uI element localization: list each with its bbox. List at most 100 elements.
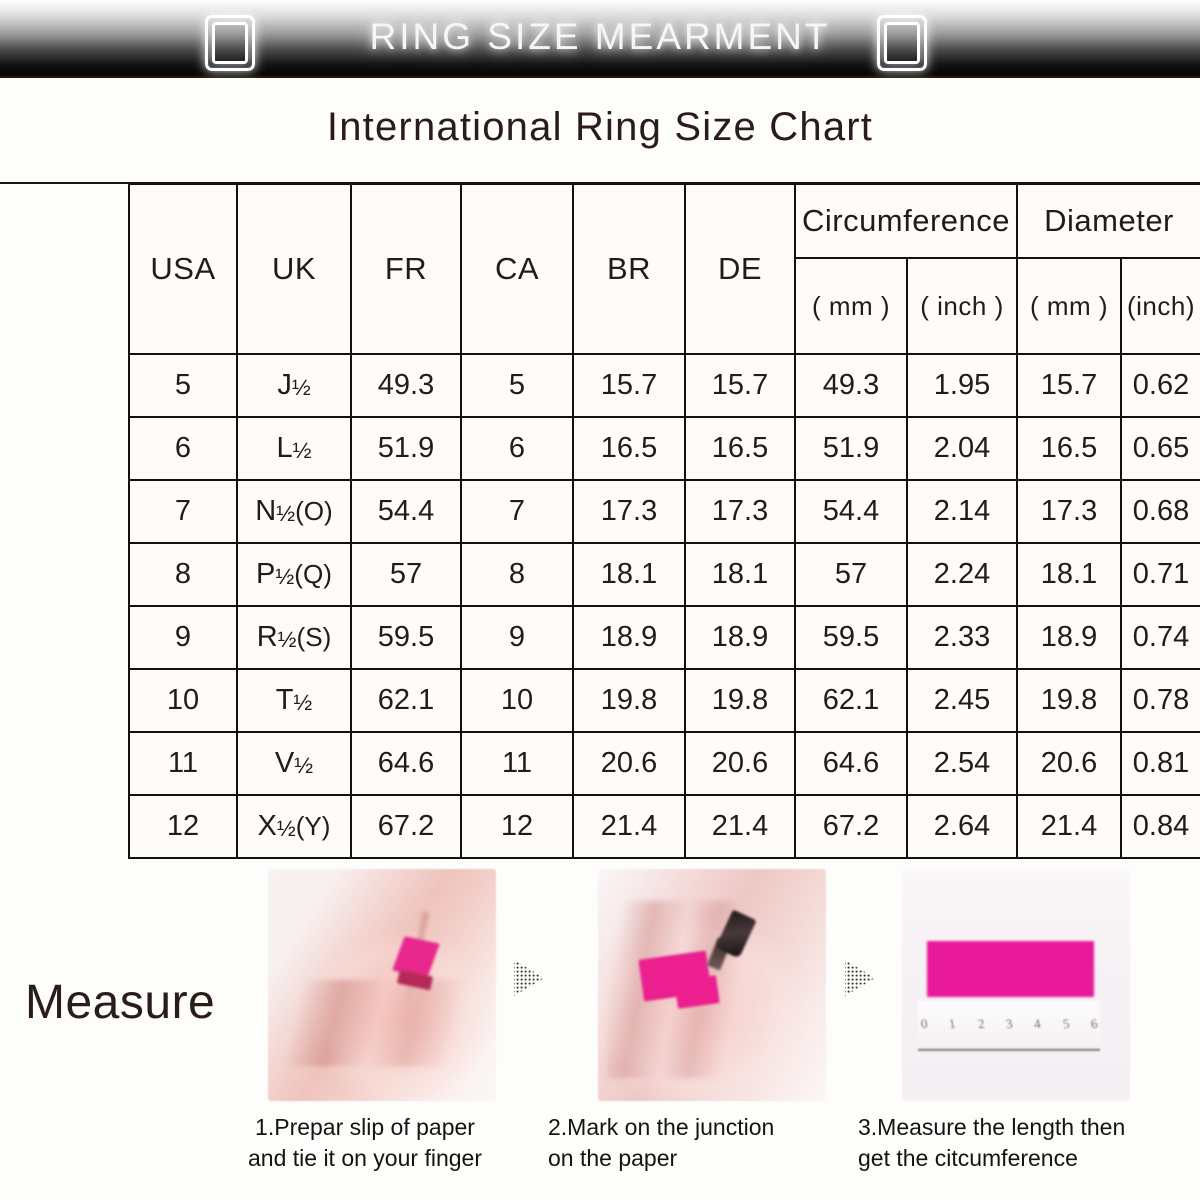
ruler-tick: 4 bbox=[1032, 1016, 1042, 1032]
cell-usa: 12 bbox=[128, 794, 238, 859]
cell-diameter-mm: 15.7 bbox=[1016, 353, 1122, 418]
cell-fr: 54.4 bbox=[350, 479, 462, 544]
cell-ca: 5 bbox=[460, 353, 574, 418]
cell-circumference-mm: 49.3 bbox=[794, 353, 908, 418]
table-row: 8 P½(Q) 57 8 18.1 18.1 57 2.24 18.1 0.71 bbox=[128, 542, 1200, 607]
banner-title: RING SIZE MEARMENT bbox=[369, 16, 831, 57]
cell-usa: 8 bbox=[128, 542, 238, 607]
cell-usa: 7 bbox=[128, 479, 238, 544]
cell-uk: X½(Y) bbox=[236, 794, 352, 859]
measure-step-3-caption: 3.Measure the length then get the citcum… bbox=[858, 1114, 1126, 1171]
cell-de: 18.1 bbox=[684, 542, 796, 607]
cell-diameter-inch: 0.68 bbox=[1119, 479, 1200, 544]
table-row: 9 R½(S) 59.5 9 18.9 18.9 59.5 2.33 18.9 0.74 bbox=[128, 605, 1200, 670]
paper-strip-on-ruler-photo: 0 1 2 3 4 5 6 bbox=[902, 869, 1130, 1101]
cell-diameter-inch: 0.65 bbox=[1119, 416, 1200, 481]
cell-circumference-inch: 2.45 bbox=[906, 668, 1018, 733]
cell-uk: T½ bbox=[236, 668, 352, 733]
cell-diameter-mm: 16.5 bbox=[1016, 416, 1122, 481]
cell-br: 19.8 bbox=[572, 668, 686, 733]
cell-circumference-mm: 51.9 bbox=[794, 416, 908, 481]
cell-ca: 8 bbox=[460, 542, 574, 607]
cell-de: 16.5 bbox=[684, 416, 796, 481]
cell-diameter-inch: 0.84 bbox=[1119, 794, 1200, 859]
cell-uk: P½(Q) bbox=[236, 542, 352, 607]
cell-fr: 67.2 bbox=[350, 794, 462, 859]
table-row: 12 X½(Y) 67.2 12 21.4 21.4 67.2 2.64 21.4 0.84 bbox=[128, 794, 1200, 859]
ring-size-table: USA UK FR CA BR DE Circumference Diamete… bbox=[128, 183, 1200, 859]
cell-usa: 9 bbox=[128, 605, 238, 670]
cell-circumference-mm: 54.4 bbox=[794, 479, 908, 544]
table-header-row-sub: ( mm ) ( inch ) ( mm ) (inch) bbox=[129, 257, 1200, 355]
measure-step-2-caption: 2.Mark on the junction on the paper bbox=[548, 1114, 775, 1171]
cell-circumference-inch: 2.64 bbox=[906, 794, 1018, 859]
cell-de: 20.6 bbox=[684, 731, 796, 796]
cell-de: 15.7 bbox=[684, 353, 796, 418]
cell-br: 17.3 bbox=[572, 479, 686, 544]
cell-diameter-inch: 0.62 bbox=[1119, 353, 1200, 418]
cell-circumference-inch: 2.14 bbox=[906, 479, 1018, 544]
cell-uk: N½(O) bbox=[236, 479, 352, 544]
cell-circumference-inch: 1.95 bbox=[906, 353, 1018, 418]
cell-br: 18.1 bbox=[572, 542, 686, 607]
measure-step-3: 0 1 2 3 4 5 6 bbox=[902, 869, 1130, 1101]
column-header-diameter: Diameter bbox=[1015, 183, 1200, 259]
cell-fr: 64.6 bbox=[350, 731, 462, 796]
column-header-br: BR bbox=[572, 183, 686, 355]
cell-circumference-mm: 67.2 bbox=[794, 794, 908, 859]
cell-diameter-mm: 21.4 bbox=[1016, 794, 1122, 859]
cell-diameter-mm: 19.8 bbox=[1016, 668, 1122, 733]
column-subheader-circumference-mm: ( mm ) bbox=[794, 257, 908, 355]
column-subheader-diameter-inch: (inch) bbox=[1119, 257, 1200, 355]
cell-diameter-mm: 17.3 bbox=[1016, 479, 1122, 544]
cell-diameter-inch: 0.71 bbox=[1119, 542, 1200, 607]
cell-fr: 49.3 bbox=[350, 353, 462, 418]
table-row: 6 L½ 51.9 6 16.5 16.5 51.9 2.04 16.5 0.65 bbox=[128, 416, 1200, 481]
cell-diameter-mm: 18.9 bbox=[1016, 605, 1122, 670]
cell-de: 21.4 bbox=[684, 794, 796, 859]
ruler-tick: 6 bbox=[1089, 1016, 1099, 1032]
cell-uk: L½ bbox=[236, 416, 352, 481]
table-header: USA UK FR CA BR DE Circumference Diamete… bbox=[128, 183, 1200, 355]
finger-with-paper-strip-photo bbox=[268, 869, 496, 1101]
table-row: 10 T½ 62.1 10 19.8 19.8 62.1 2.45 19.8 0.78 bbox=[128, 668, 1200, 733]
cell-usa: 5 bbox=[128, 353, 238, 418]
ruler-tick: 1 bbox=[948, 1016, 957, 1032]
cell-fr: 62.1 bbox=[350, 668, 462, 733]
cell-diameter-mm: 20.6 bbox=[1016, 731, 1122, 796]
cell-de: 19.8 bbox=[684, 668, 796, 733]
cell-ca: 10 bbox=[460, 668, 574, 733]
marking-paper-with-pen-photo bbox=[598, 869, 826, 1101]
cell-usa: 10 bbox=[128, 668, 238, 733]
halftone-right-arrow-icon bbox=[843, 958, 877, 998]
cell-circumference-inch: 2.04 bbox=[906, 416, 1018, 481]
cell-uk: R½(S) bbox=[236, 605, 352, 670]
cell-circumference-mm: 59.5 bbox=[794, 605, 908, 670]
cell-ca: 7 bbox=[460, 479, 574, 544]
ruler-tick: 2 bbox=[976, 1016, 986, 1032]
cell-usa: 6 bbox=[128, 416, 238, 481]
cell-circumference-inch: 2.24 bbox=[906, 542, 1018, 607]
cell-fr: 51.9 bbox=[350, 416, 462, 481]
table-row: 11 V½ 64.6 11 20.6 20.6 64.6 2.54 20.6 0.81 bbox=[128, 731, 1200, 796]
cell-br: 15.7 bbox=[572, 353, 686, 418]
measure-step-2 bbox=[598, 869, 826, 1101]
ruler-tick: 3 bbox=[1004, 1016, 1014, 1032]
cell-br: 18.9 bbox=[572, 605, 686, 670]
table-body: 5 J½ 49.3 5 15.7 15.7 49.3 1.95 15.7 0.62 6 L½ 51.9 6… bbox=[128, 353, 1200, 859]
header-banner: RING SIZE MEARMENT bbox=[0, 0, 1200, 78]
measure-section-label: Measure bbox=[25, 976, 216, 1029]
column-header-usa: USA bbox=[128, 183, 238, 355]
cell-usa: 11 bbox=[128, 731, 238, 796]
table-row: 7 N½(O) 54.4 7 17.3 17.3 54.4 2.14 17.3 0.68 bbox=[128, 479, 1200, 544]
frame-icon bbox=[877, 15, 927, 71]
cell-circumference-mm: 64.6 bbox=[794, 731, 908, 796]
column-header-uk: UK bbox=[236, 183, 352, 355]
cell-fr: 59.5 bbox=[350, 605, 462, 670]
cell-diameter-inch: 0.78 bbox=[1119, 668, 1200, 733]
column-subheader-diameter-mm: ( mm ) bbox=[1016, 257, 1122, 355]
cell-br: 20.6 bbox=[572, 731, 686, 796]
cell-ca: 12 bbox=[460, 794, 574, 859]
cell-ca: 9 bbox=[460, 605, 574, 670]
cell-uk: V½ bbox=[236, 731, 352, 796]
